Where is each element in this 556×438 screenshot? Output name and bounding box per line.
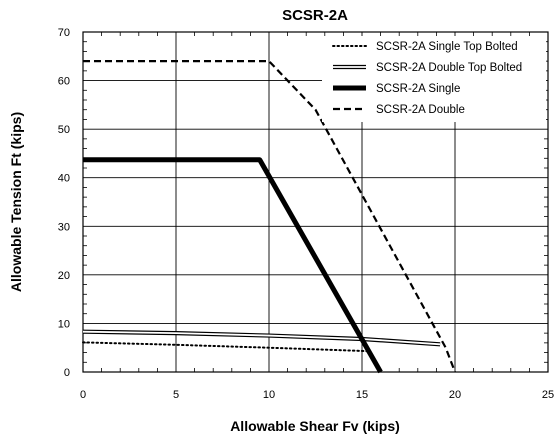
series-line-inner bbox=[82, 330, 441, 346]
chart-title: SCSR-2A bbox=[282, 7, 348, 24]
x-tick-labels: 0 5 10 15 20 25 bbox=[80, 389, 554, 401]
legend-label: SCSR-2A Double Top Bolted bbox=[376, 62, 522, 74]
x-tick-label: 5 bbox=[173, 389, 179, 401]
y-tick-label: 40 bbox=[58, 173, 70, 185]
plot-frame bbox=[82, 31, 549, 373]
y-axis-label: Allowable Tension Ft (kips) bbox=[8, 112, 24, 292]
series-line bbox=[82, 341, 369, 353]
y-tick-label: 20 bbox=[58, 270, 70, 282]
series-1 bbox=[82, 329, 441, 347]
legend-box bbox=[322, 36, 546, 122]
legend-label: SCSR-2A Single Top Bolted bbox=[376, 41, 518, 53]
series-0 bbox=[82, 341, 369, 353]
legend-item: SCSR-2A Double Top Bolted bbox=[333, 62, 522, 74]
series-3 bbox=[83, 60, 457, 373]
y-tick-label: 10 bbox=[58, 318, 70, 330]
legend: SCSR-2A Single Top Bolted SCSR-2A Double … bbox=[322, 36, 546, 122]
series-line bbox=[83, 157, 383, 374]
series-2 bbox=[83, 157, 383, 374]
x-tick-label: 10 bbox=[263, 389, 275, 401]
x-tick-label: 15 bbox=[356, 389, 368, 401]
y-tick-label: 50 bbox=[58, 124, 70, 136]
x-tick-label: 20 bbox=[449, 389, 461, 401]
x-tick-label: 25 bbox=[542, 389, 554, 401]
legend-item: SCSR-2A Single bbox=[333, 83, 460, 95]
y-tick-label: 70 bbox=[58, 27, 70, 39]
x-tick-label: 0 bbox=[80, 389, 86, 401]
legend-label: SCSR-2A Single bbox=[376, 83, 460, 95]
y-tick-labels: 0 10 20 30 40 50 60 70 bbox=[58, 27, 70, 379]
legend-item: SCSR-2A Double bbox=[333, 104, 465, 116]
x-axis-label: Allowable Shear Fv (kips) bbox=[230, 418, 400, 434]
series-line-outer bbox=[82, 329, 441, 347]
series-line bbox=[83, 60, 457, 373]
series bbox=[82, 60, 457, 374]
y-tick-label: 30 bbox=[58, 221, 70, 233]
y-tick-label: 0 bbox=[64, 367, 70, 379]
legend-label: SCSR-2A Double bbox=[376, 104, 465, 116]
y-tick-label: 60 bbox=[58, 76, 70, 88]
legend-item: SCSR-2A Single Top Bolted bbox=[332, 41, 518, 53]
